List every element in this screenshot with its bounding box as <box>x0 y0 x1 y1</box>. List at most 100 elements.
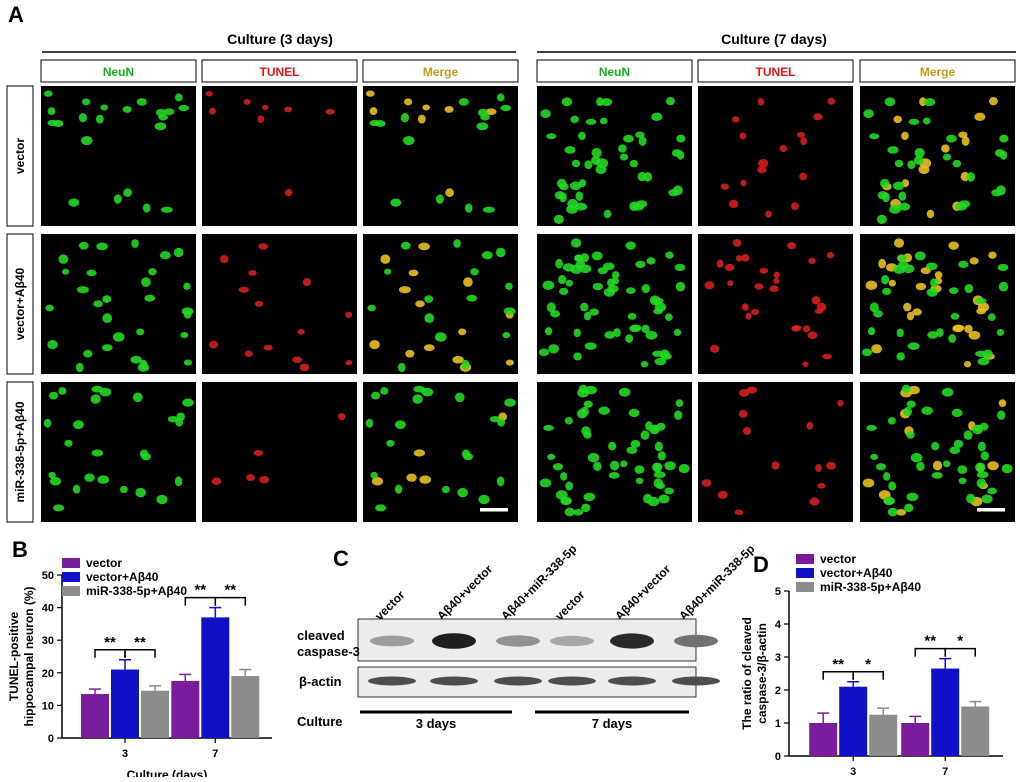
neun-cell <box>175 418 184 427</box>
group-label-3-days: 3 days <box>416 716 456 731</box>
tunel-cell <box>297 329 305 335</box>
merge-cell <box>386 439 395 447</box>
merge-cell <box>912 308 922 316</box>
neun-cell <box>559 192 567 203</box>
tunel-cell <box>716 259 724 268</box>
tunel-cell <box>292 356 302 363</box>
neun-cell <box>571 159 581 168</box>
tunel-cell <box>732 116 740 123</box>
neun-cell <box>560 498 572 505</box>
merge-cell <box>932 460 943 471</box>
merge-cell <box>882 287 892 296</box>
merge-cell <box>394 484 403 494</box>
merge-cell <box>485 108 497 116</box>
neun-cell <box>653 471 666 479</box>
neun-cell <box>575 202 588 211</box>
neun-cell <box>583 430 592 439</box>
neun-cell <box>96 242 108 251</box>
micrograph-tile <box>363 382 518 522</box>
significance-bracket <box>914 647 946 657</box>
neun-cell <box>538 348 550 357</box>
neun-cell <box>580 406 590 417</box>
merge-cell <box>974 297 987 304</box>
merge-cell <box>463 277 473 287</box>
micrograph-tile <box>537 86 692 226</box>
neun-cell <box>47 340 58 350</box>
neun-cell <box>665 251 674 259</box>
neun-cell <box>555 258 563 269</box>
beta-actin-band <box>430 676 478 686</box>
merge-cell <box>977 357 990 366</box>
neun-cell <box>566 204 578 214</box>
merge-cell <box>415 300 425 308</box>
micrograph-tile <box>860 86 1015 226</box>
group-title-7-days: Culture (7 days) <box>721 31 827 47</box>
neun-cell <box>604 331 616 339</box>
merge-cell <box>862 478 875 488</box>
neun-cell <box>139 359 148 370</box>
merge-cell <box>458 328 467 336</box>
merge-cell <box>1001 463 1013 474</box>
merge-cell <box>413 449 426 457</box>
merge-cell <box>375 120 386 127</box>
neun-cell <box>651 112 663 121</box>
merge-cell <box>865 280 878 291</box>
channel-header-label: TUNEL <box>260 65 300 79</box>
neun-cell <box>645 330 658 340</box>
neun-cell <box>593 461 602 472</box>
neun-cell <box>674 410 683 420</box>
merge-cell <box>880 178 890 189</box>
tunel-cell <box>741 253 750 262</box>
bar <box>81 693 109 738</box>
merge-cell <box>968 330 981 340</box>
merge-cell <box>976 478 987 488</box>
merge-cell <box>946 134 957 143</box>
neun-cell <box>564 417 573 425</box>
neun-cell <box>550 310 560 318</box>
neun-cell <box>100 104 108 111</box>
tunel-cell <box>727 280 734 287</box>
micrograph-tile <box>363 86 518 226</box>
merge-cell <box>458 98 469 106</box>
neun-cell <box>649 424 660 435</box>
culture-label: Culture <box>297 714 343 729</box>
panel-label-a: A <box>8 2 24 27</box>
neun-cell <box>72 420 84 430</box>
channel-header-box <box>201 59 358 83</box>
neun-cell <box>546 133 557 140</box>
merge-cell <box>503 307 516 315</box>
merge-cell <box>974 112 986 121</box>
legend-label: vector <box>820 552 856 566</box>
tunel-cell <box>827 97 836 105</box>
cleaved-caspase3-band <box>432 633 476 649</box>
merge-cell <box>893 264 906 274</box>
tunel-cell <box>259 476 270 484</box>
neun-cell <box>47 107 56 116</box>
neun-cell <box>78 241 89 250</box>
neun-cell <box>553 214 564 225</box>
neun-cell <box>78 113 88 123</box>
tunel-cell <box>746 386 757 394</box>
neun-cell <box>657 451 666 461</box>
cleaved-caspase3-band <box>370 635 414 647</box>
neun-cell <box>155 108 166 117</box>
significance-label: ** <box>194 582 206 599</box>
merge-cell <box>914 155 924 165</box>
merge-cell <box>949 446 961 454</box>
y-tick-label: 1 <box>775 718 781 730</box>
bar <box>901 723 930 756</box>
merge-cell <box>934 271 943 279</box>
neun-cell <box>676 134 686 143</box>
bar <box>231 676 260 738</box>
row-label-beta-actin: β-actin <box>299 674 342 689</box>
tunel-cell <box>806 421 813 430</box>
merge-cell <box>434 332 447 342</box>
y-tick-label: 2 <box>775 685 781 697</box>
merge-cell <box>930 278 939 288</box>
significance-bracket <box>852 671 884 680</box>
panel-label-b: B <box>12 537 28 562</box>
neun-cell <box>641 283 651 294</box>
neun-cell <box>654 441 663 452</box>
merge-cell <box>489 416 501 423</box>
tunel-cell <box>799 172 807 181</box>
